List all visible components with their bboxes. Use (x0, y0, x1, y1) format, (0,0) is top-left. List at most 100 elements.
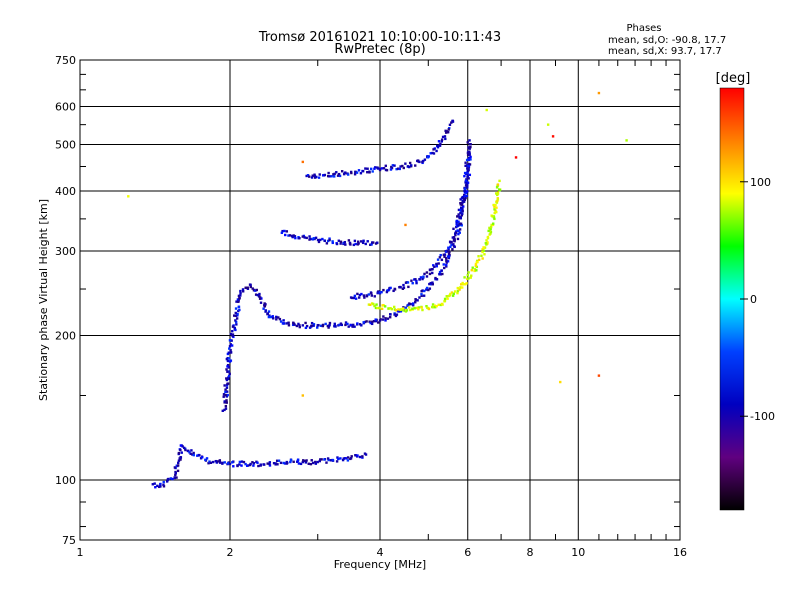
trace-point (464, 196, 467, 200)
trace-point (435, 262, 438, 266)
trace-point (226, 352, 230, 356)
trace-point (431, 283, 434, 286)
trace-point (467, 271, 470, 274)
trace-point (433, 304, 437, 307)
trace-point (490, 223, 493, 227)
trace-point (389, 286, 392, 290)
trace-point (446, 255, 450, 258)
trace-point (312, 323, 316, 326)
trace-point (477, 255, 480, 258)
trace-point (258, 292, 261, 296)
trace-point (227, 376, 230, 379)
trace-point (406, 281, 410, 284)
trace-point (392, 289, 395, 293)
trace-point (223, 400, 226, 403)
trace-point (365, 294, 369, 298)
trace-point (236, 314, 239, 317)
trace-point (275, 459, 279, 462)
trace-point (223, 384, 226, 387)
trace-point (360, 292, 363, 296)
trace-point (440, 269, 443, 272)
trace-point (447, 256, 451, 260)
trace-point (310, 321, 314, 325)
y-tick-label: 300 (55, 245, 76, 258)
trace-point (317, 240, 321, 244)
trace-point (277, 316, 280, 319)
trace-point (420, 306, 423, 309)
trace-point (364, 453, 368, 456)
trace-point (266, 312, 269, 316)
trace-point (227, 462, 230, 465)
trace-point (464, 161, 467, 164)
y-tick-label: 200 (55, 330, 76, 343)
trace-point (378, 168, 382, 172)
trace-point (394, 314, 398, 318)
y-tick-labels: 75 100 200 300 400 500 600 750 (55, 54, 76, 547)
trace-point (277, 459, 281, 462)
trace-point (427, 288, 430, 292)
trace-point (456, 215, 459, 218)
trace-point (223, 408, 226, 412)
trace-point (305, 236, 308, 240)
trace-point (428, 282, 431, 286)
trace-point (331, 241, 334, 245)
trace-point (382, 167, 386, 170)
trace-point (436, 144, 439, 148)
trace-point (341, 458, 345, 462)
trace-point (377, 290, 380, 293)
scatter-point (625, 139, 628, 142)
trace-point (289, 459, 293, 462)
trace-point (466, 153, 470, 157)
trace-point (233, 314, 236, 317)
trace-point (159, 485, 162, 488)
trace-point (311, 174, 314, 177)
trace-point (298, 325, 301, 329)
trace-point (362, 239, 365, 242)
trace-point (244, 286, 247, 289)
trace-point (406, 165, 410, 168)
trace-point (376, 241, 379, 245)
trace-point (422, 294, 426, 297)
trace-point (463, 191, 467, 194)
trace-point (457, 224, 460, 227)
trace-point (431, 306, 435, 309)
trace-point (372, 319, 376, 323)
trace-point (297, 322, 300, 326)
trace-point (280, 231, 284, 235)
trace-point (382, 304, 385, 307)
trace-point (184, 448, 187, 452)
trace-point (249, 462, 252, 466)
trace-point (333, 172, 336, 176)
trace-point (428, 268, 432, 271)
trace-point (252, 288, 256, 292)
trace-point (256, 293, 260, 297)
trace-point (429, 152, 432, 155)
trace-point (457, 220, 460, 223)
trace-point (226, 382, 229, 386)
trace-point (471, 266, 474, 269)
trace-point (423, 289, 426, 293)
trace-point (293, 323, 296, 326)
trace-point (228, 372, 231, 376)
trace-point (425, 304, 428, 308)
trace-point (397, 308, 400, 311)
trace-point (440, 140, 443, 143)
trace-point (467, 162, 471, 166)
trace-point (452, 236, 456, 239)
trace-point (492, 203, 495, 207)
trace-point (459, 286, 462, 289)
scatter-point (301, 394, 305, 397)
trace-point (238, 308, 241, 312)
trace-point (327, 458, 330, 462)
trace-point (383, 305, 387, 308)
trace-point (151, 483, 155, 486)
trace-point (382, 288, 385, 292)
trace-point (287, 234, 290, 237)
trace-point (408, 306, 411, 309)
trace-point (281, 229, 284, 233)
trace-point (370, 322, 374, 326)
trace-point (447, 294, 451, 298)
x-tick-label: 8 (527, 546, 534, 559)
trace-point (328, 323, 331, 327)
trace-point (332, 173, 335, 176)
